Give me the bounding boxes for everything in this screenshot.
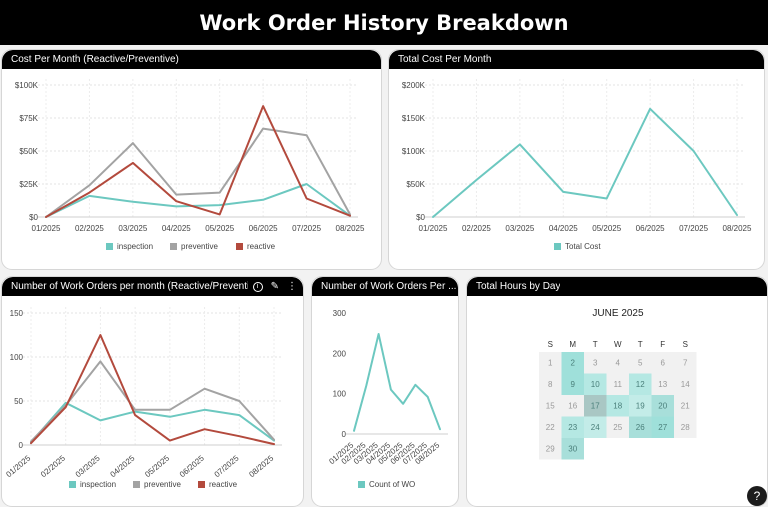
y-tick-label: $100K: [15, 81, 39, 90]
info-icon[interactable]: i: [252, 281, 263, 292]
x-tick-label: 05/2025: [205, 224, 234, 233]
legend-label: Count of WO: [369, 480, 415, 489]
legend-swatch: [236, 243, 243, 250]
x-tick-label: 08/2025: [247, 453, 275, 479]
more-options-icon[interactable]: ⋮: [287, 280, 297, 292]
legend-label: inspection: [117, 242, 153, 251]
x-tick-label: 03/2025: [74, 453, 102, 479]
y-tick-label: 0: [19, 441, 24, 450]
x-tick-label: 01/2025: [4, 453, 32, 479]
x-tick-label: 05/2025: [592, 224, 621, 233]
hours-by-day-title: Total Hours by Day: [476, 281, 561, 292]
y-tick-label: 100: [10, 353, 24, 362]
x-tick-label: 06/2025: [178, 453, 206, 479]
total-cost-title: Total Cost Per Month: [398, 54, 492, 65]
legend-swatch: [133, 481, 140, 488]
series-line-count-of-wo: [353, 333, 441, 432]
x-tick-label: 05/2025: [143, 453, 171, 479]
x-tick-label: 06/2025: [249, 224, 278, 233]
x-tick-label: 03/2025: [118, 224, 147, 233]
legend-label: reactive: [209, 480, 238, 489]
total-cost-header: Total Cost Per Month: [389, 50, 764, 69]
cost-per-month-header: Cost Per Month (Reactive/Preventive): [2, 50, 381, 69]
hours-by-day-card: Total Hours by Day JUNE 2025: [466, 276, 768, 507]
page-header: Work Order History Breakdown: [0, 0, 768, 45]
wo-per-month-header: Number of Work Orders per month (Reactiv…: [2, 277, 303, 296]
series-line-preventive: [30, 360, 275, 443]
calendar-month-label: JUNE 2025: [592, 308, 644, 319]
y-tick-label: $0: [29, 213, 38, 222]
legend-swatch: [554, 243, 561, 250]
series-line-inspection: [45, 183, 351, 218]
x-tick-label: 01/2025: [419, 224, 448, 233]
series-line-reactive: [45, 105, 351, 218]
x-tick-label: 02/2025: [462, 224, 491, 233]
x-tick-label: 07/2025: [292, 224, 321, 233]
legend-label: preventive: [181, 242, 218, 251]
y-tick-label: 100: [333, 390, 347, 399]
y-tick-label: 0: [342, 430, 347, 439]
legend-label: reactive: [247, 242, 276, 251]
series-line-inspection: [30, 401, 275, 444]
x-tick-label: 01/2025: [32, 224, 61, 233]
x-tick-label: 08/2025: [336, 224, 365, 233]
x-tick-label: 04/2025: [549, 224, 578, 233]
wo-per-title: Number of Work Orders Per ...: [321, 281, 457, 292]
x-tick-label: 03/2025: [505, 224, 534, 233]
y-tick-label: $0: [416, 213, 425, 222]
total-cost-card: $0 $50K $100K $150K $200K 01/2025 02/2025 03/20…: [388, 49, 765, 270]
wo-per-header: Number of Work Orders Per ...: [312, 277, 458, 296]
y-tick-label: $50K: [19, 147, 38, 156]
x-tick-label: 04/2025: [162, 224, 191, 233]
x-tick-label: 02/2025: [39, 453, 67, 479]
y-tick-label: 50: [14, 397, 23, 406]
y-tick-label: 300: [333, 309, 347, 318]
x-tick-label: 07/2025: [679, 224, 708, 233]
y-tick-label: $75K: [19, 114, 38, 123]
page-title: Work Order History Breakdown: [199, 10, 569, 35]
wo-per-month-card: 0 50 100 150 01/2025 02/2025 03/2025 04/2025 05/…: [1, 276, 304, 507]
visual-header-icons: i ✎ ⋮: [252, 277, 297, 296]
x-tick-label: 02/2025: [75, 224, 104, 233]
cost-per-month-chart: $0 $25K $50K $75K $100K 01/2025 02/2025 03/2025…: [15, 79, 365, 251]
help-button[interactable]: ?: [747, 486, 767, 506]
legend-swatch: [170, 243, 177, 250]
cost-per-month-title: Cost Per Month (Reactive/Preventive): [11, 54, 179, 65]
wo-per-chart: 010020030001/202502/202503/202504/202505…: [327, 309, 448, 489]
x-tick-label: 06/2025: [636, 224, 665, 233]
wo-per-month-chart: 0 50 100 150 01/2025 02/2025 03/2025 04/2025 05/…: [4, 307, 282, 489]
series-line-preventive: [45, 127, 351, 218]
legend-label: Total Cost: [565, 242, 601, 251]
legend-label: inspection: [80, 480, 116, 489]
series-line-reactive: [30, 334, 275, 446]
wo-per-card: 0 100 200 300 01/2025 02/2025 03/2025 04/2025 05…: [311, 276, 459, 507]
y-tick-label: $50K: [406, 180, 425, 189]
y-tick-label: $25K: [19, 180, 38, 189]
legend-swatch: [198, 481, 205, 488]
y-tick-label: $150K: [402, 114, 426, 123]
total-cost-chart: $0 $50K $100K $150K $200K 01/2025 02/2025 03/20…: [402, 79, 752, 251]
x-tick-label: 07/2025: [213, 453, 241, 479]
legend-label: preventive: [144, 480, 181, 489]
cost-per-month-card: $0 $25K $50K $75K $100K 01/2025 02/2025 03/2025…: [1, 49, 382, 270]
y-tick-label: 200: [333, 349, 347, 358]
series-line-total-cost: [432, 107, 738, 218]
y-tick-label: $100K: [402, 147, 426, 156]
wo-per-month-title: Number of Work Orders per month (Reactiv…: [11, 281, 248, 292]
y-tick-label: 150: [10, 309, 24, 318]
legend-swatch: [358, 481, 365, 488]
legend-swatch: [106, 243, 113, 250]
x-tick-label: 04/2025: [108, 453, 136, 479]
x-tick-label: 08/2025: [723, 224, 752, 233]
edit-icon[interactable]: ✎: [270, 280, 279, 292]
y-tick-label: $200K: [402, 81, 426, 90]
legend-swatch: [69, 481, 76, 488]
hours-by-day-header: Total Hours by Day: [467, 277, 767, 296]
